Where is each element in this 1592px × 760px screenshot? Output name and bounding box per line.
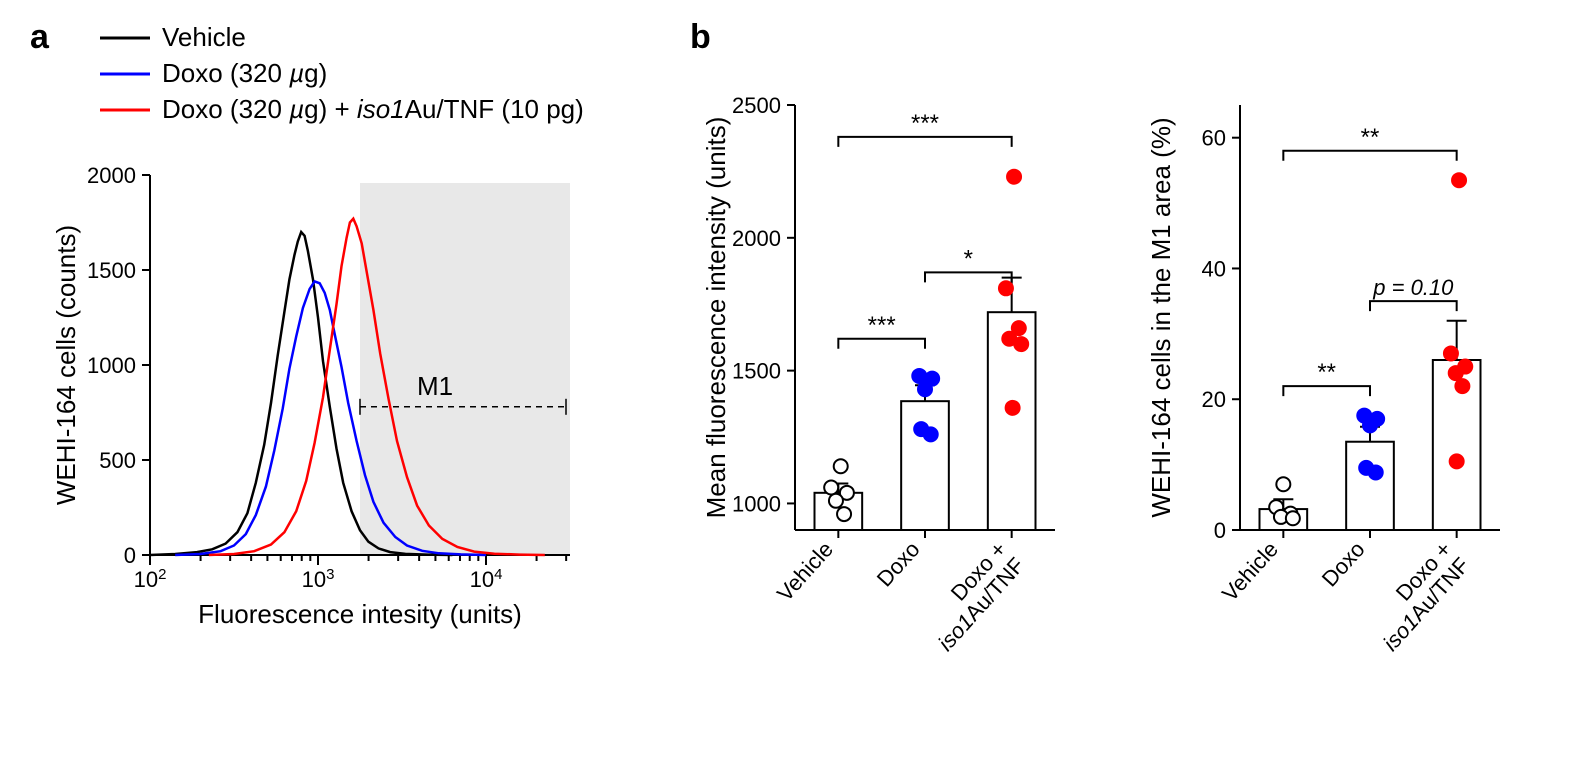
svg-text:a: a xyxy=(30,18,50,56)
svg-text:60: 60 xyxy=(1202,126,1226,151)
svg-text:Mean fluorescence intensity (u: Mean fluorescence intensity (units) xyxy=(701,117,731,519)
svg-text:**: ** xyxy=(1361,124,1380,151)
svg-text:102: 102 xyxy=(134,566,167,593)
svg-text:Vehicle: Vehicle xyxy=(1217,537,1283,606)
svg-text:1000: 1000 xyxy=(87,353,136,378)
svg-text:20: 20 xyxy=(1202,387,1226,412)
svg-text:WEHI-164 cells (counts): WEHI-164 cells (counts) xyxy=(51,225,81,505)
svg-text:WEHI-164 cells in the M1 area: WEHI-164 cells in the M1 area (%) xyxy=(1146,117,1176,517)
svg-text:M1: M1 xyxy=(417,371,453,401)
figure-svg: a Vehicle Doxo (320 µg) Doxo (320 µg) + iso… xyxy=(0,0,1592,760)
svg-text:0: 0 xyxy=(124,543,136,568)
svg-text:p = 0.10: p = 0.10 xyxy=(1372,275,1454,300)
svg-text:Doxo: Doxo xyxy=(1317,537,1370,592)
svg-text:103: 103 xyxy=(302,566,335,593)
svg-text:1500: 1500 xyxy=(87,258,136,283)
svg-text:Doxo (320 µg): Doxo (320 µg) xyxy=(162,58,327,88)
svg-text:Vehicle: Vehicle xyxy=(162,22,246,52)
svg-text:Doxo (320 µg) + iso1Au/TNF (10: Doxo (320 µg) + iso1Au/TNF (10 pg) xyxy=(162,94,584,124)
svg-text:Vehicle: Vehicle xyxy=(772,537,838,606)
svg-text:104: 104 xyxy=(470,566,503,593)
svg-text:2000: 2000 xyxy=(732,226,781,251)
svg-text:**: ** xyxy=(1317,359,1336,386)
svg-text:2000: 2000 xyxy=(87,163,136,188)
svg-text:40: 40 xyxy=(1202,256,1226,281)
svg-text:Fluorescence intesity (units): Fluorescence intesity (units) xyxy=(198,599,522,629)
svg-text:0: 0 xyxy=(1214,518,1226,543)
svg-text:*: * xyxy=(964,245,973,272)
svg-text:500: 500 xyxy=(99,448,136,473)
figure-root: a Vehicle Doxo (320 µg) Doxo (320 µg) + iso… xyxy=(0,0,1592,760)
svg-text:Doxo: Doxo xyxy=(872,537,925,592)
svg-text:***: *** xyxy=(911,110,939,137)
svg-text:1000: 1000 xyxy=(732,491,781,516)
svg-text:***: *** xyxy=(868,312,896,339)
svg-text:b: b xyxy=(690,18,711,56)
svg-text:1500: 1500 xyxy=(732,359,781,384)
svg-text:2500: 2500 xyxy=(732,93,781,118)
